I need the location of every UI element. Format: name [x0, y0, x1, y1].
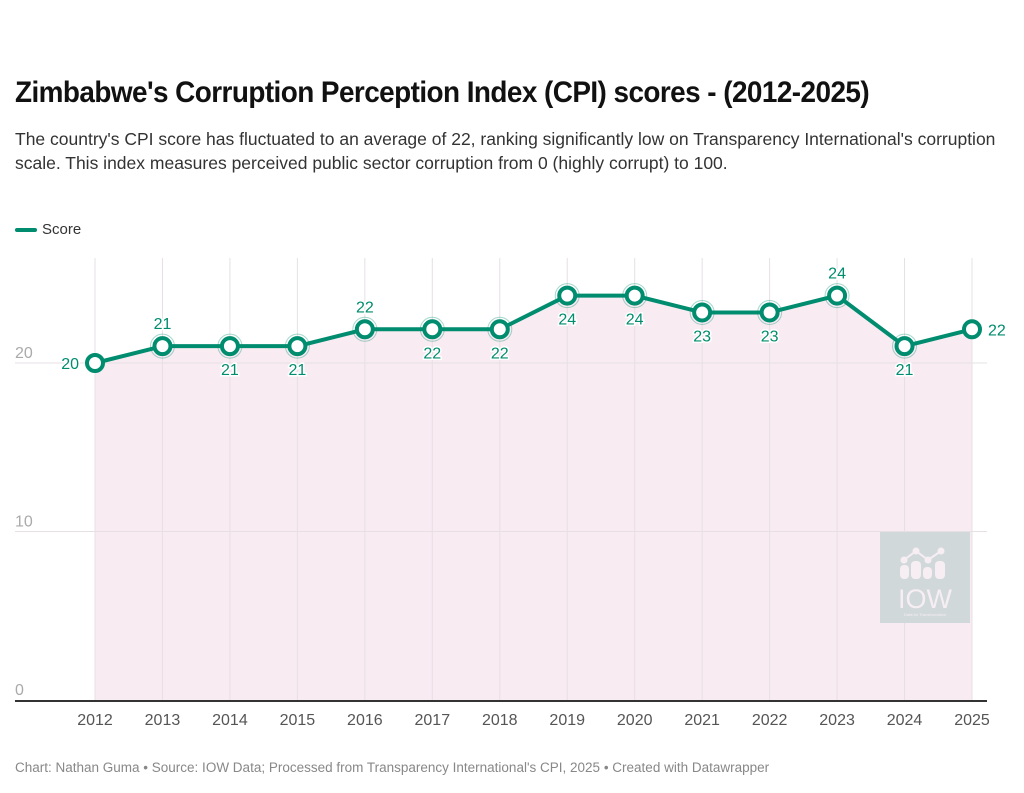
x-tick-label: 2019 [549, 712, 585, 729]
point-halo [352, 316, 378, 342]
data-label: 24 [626, 312, 644, 329]
data-label: 20 [61, 356, 79, 373]
chart-title: Zimbabwe's Corruption Perception Index (… [15, 76, 870, 109]
x-tick-label: 2025 [954, 712, 990, 729]
x-tick-label: 2017 [415, 712, 451, 729]
data-label: 21 [896, 362, 914, 379]
axis-layer: 2012 2013 2014 2015 2016 2017 2018 2019 2020 2021… [15, 700, 990, 729]
data-point [624, 285, 645, 306]
x-tick-label: 2024 [887, 712, 923, 729]
data-label: 24 [828, 266, 846, 283]
data-label: 21 [154, 316, 172, 333]
point-halo [824, 283, 850, 309]
point-halo [419, 316, 445, 342]
point-halo [757, 299, 783, 325]
series-line [94, 293, 973, 365]
point-halo [284, 333, 310, 359]
logo-dot [924, 556, 932, 564]
data-label: 21 [221, 362, 239, 379]
legend-label: Score [42, 221, 82, 238]
data-point [827, 285, 848, 306]
point-halo [689, 299, 715, 325]
data-point [489, 319, 510, 340]
x-tick-label: 2013 [145, 712, 181, 729]
area-fill [95, 295, 972, 700]
chart-footer: Chart: Nathan Guma • Source: IOW Data; P… [15, 760, 770, 775]
point-halo [217, 333, 243, 359]
chart-subtitle: The country's CPI score has fluctuated t… [15, 129, 996, 173]
logo-bar [935, 561, 945, 579]
data-point [759, 302, 780, 323]
x-tick-label: 2012 [77, 712, 113, 729]
logo-text: IOW [898, 584, 953, 614]
data-label: 23 [761, 328, 779, 345]
data-point [422, 319, 443, 340]
data-point [219, 336, 240, 357]
data-label: 23 [693, 328, 711, 345]
data-point [152, 336, 173, 357]
x-tick-label: 2020 [617, 712, 653, 729]
point-halo [554, 283, 580, 309]
y-tick-label: 10 [15, 514, 33, 531]
data-label: 22 [988, 322, 1006, 339]
point-halo [892, 333, 918, 359]
x-tick-label: 2022 [752, 712, 788, 729]
data-label: 21 [288, 362, 306, 379]
points-layer [85, 283, 982, 373]
data-point [894, 336, 915, 357]
data-point [557, 285, 578, 306]
x-tick-label: 2023 [819, 712, 855, 729]
legend: Score [15, 221, 81, 238]
data-point [962, 319, 982, 340]
x-tick-label: 2015 [280, 712, 316, 729]
logo-bar [923, 567, 932, 579]
data-point [692, 302, 713, 323]
point-halo [622, 283, 648, 309]
legend-swatch [15, 227, 37, 232]
logo-icon [900, 547, 945, 579]
logo-bar [911, 561, 921, 579]
logo-tagline: Data for Transformation [904, 612, 946, 617]
logo-bar [900, 565, 909, 579]
area-layer [95, 295, 972, 700]
data-point [85, 353, 105, 373]
x-tick-label: 2018 [482, 712, 518, 729]
data-label: 22 [423, 345, 441, 362]
x-tick-label: 2014 [212, 712, 248, 729]
y-tick-label: 20 [15, 345, 33, 362]
data-label: 24 [558, 312, 576, 329]
logo-dot [912, 547, 920, 555]
point-halo [149, 333, 175, 359]
data-point [287, 336, 308, 357]
line-layer [94, 293, 973, 365]
logo-dot [937, 547, 945, 555]
labels-layer: 20 21 21 21 22 22 22 24 24 23 23 24 21 22 [60, 264, 1008, 381]
point-halo [487, 316, 513, 342]
logo-dot [900, 556, 908, 564]
data-point [354, 319, 375, 340]
data-label: 22 [491, 345, 509, 362]
data-label: 22 [356, 299, 374, 316]
x-tick-label: 2021 [684, 712, 720, 729]
x-tick-label: 2016 [347, 712, 383, 729]
y-tick-label: 0 [15, 682, 24, 699]
